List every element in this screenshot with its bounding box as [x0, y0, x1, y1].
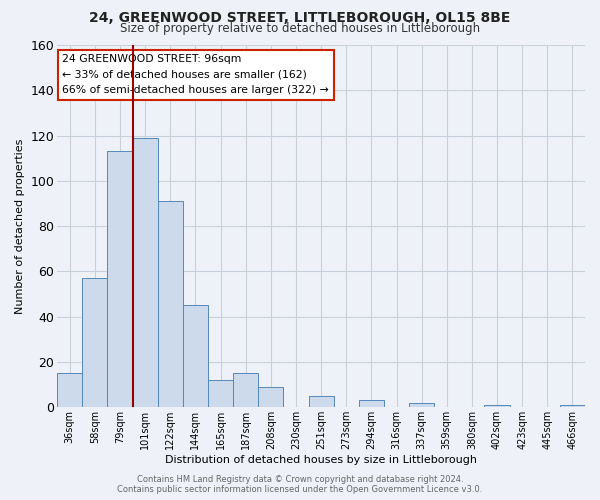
X-axis label: Distribution of detached houses by size in Littleborough: Distribution of detached houses by size … — [165, 455, 477, 465]
Text: 24, GREENWOOD STREET, LITTLEBOROUGH, OL15 8BE: 24, GREENWOOD STREET, LITTLEBOROUGH, OL1… — [89, 11, 511, 25]
Y-axis label: Number of detached properties: Number of detached properties — [15, 138, 25, 314]
Bar — [233, 374, 258, 408]
Text: Contains HM Land Registry data © Crown copyright and database right 2024.
Contai: Contains HM Land Registry data © Crown c… — [118, 474, 482, 494]
Bar — [158, 201, 183, 408]
Bar — [308, 396, 334, 407]
Bar — [359, 400, 384, 407]
Bar — [107, 152, 133, 408]
Text: 24 GREENWOOD STREET: 96sqm
← 33% of detached houses are smaller (162)
66% of sem: 24 GREENWOOD STREET: 96sqm ← 33% of deta… — [62, 54, 329, 96]
Bar — [484, 405, 509, 407]
Text: Size of property relative to detached houses in Littleborough: Size of property relative to detached ho… — [120, 22, 480, 35]
Bar — [560, 405, 585, 407]
Bar — [409, 403, 434, 407]
Bar — [258, 387, 283, 407]
Bar — [57, 374, 82, 408]
Bar — [133, 138, 158, 407]
Bar — [208, 380, 233, 407]
Bar — [82, 278, 107, 407]
Bar — [183, 306, 208, 408]
